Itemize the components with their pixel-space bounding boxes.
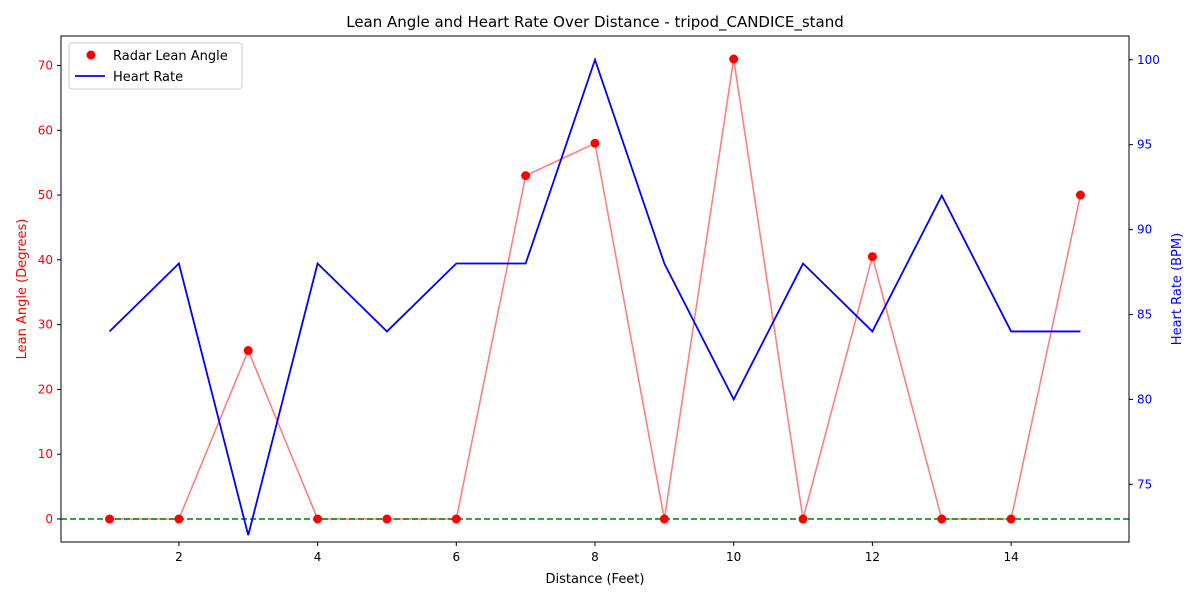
y-right-tick-label: 95 — [1137, 138, 1152, 152]
legend-marker-lean-angle — [86, 50, 96, 60]
lean-angle-point — [1006, 514, 1016, 524]
y-right-tick-label: 85 — [1137, 307, 1152, 321]
lean-angle-point — [382, 514, 392, 524]
y-left-tick-label: 10 — [38, 447, 53, 461]
x-axis-label: Distance (Feet) — [546, 572, 645, 587]
axes: 2 4 6 8 10 12 14 0 10 20 30 40 50 60 70 75 80 85 90 95 100 — [38, 35, 1160, 564]
y-left-tick-label: 50 — [38, 188, 53, 202]
y-axis-label-left: Lean Angle (Degrees) — [15, 219, 30, 360]
y-right-tick-label: 100 — [1137, 53, 1160, 67]
y-right-tick-label: 90 — [1137, 223, 1152, 237]
x-tick-label: 2 — [175, 550, 183, 564]
y-left-tick-label: 0 — [45, 512, 53, 526]
x-tick-label: 8 — [591, 550, 599, 564]
y-axis-label-right: Heart Rate (BPM) — [1170, 233, 1185, 345]
lean-angle-point — [590, 138, 600, 148]
chart-title: Lean Angle and Heart Rate Over Distance … — [346, 13, 844, 32]
y-left-tick-label: 30 — [38, 318, 53, 332]
legend-box — [68, 42, 243, 90]
x-tick-label: 14 — [1003, 550, 1018, 564]
lean-angle-point — [729, 54, 739, 64]
lean-angle-point — [867, 252, 877, 262]
plot-area — [61, 54, 1129, 536]
x-tick-label: 10 — [726, 550, 741, 564]
lean-angle-point — [798, 514, 808, 524]
y-left-tick-label: 70 — [38, 58, 53, 72]
x-tick-label: 4 — [314, 550, 322, 564]
lean-angle-point — [521, 171, 531, 181]
y-left-tick-label: 40 — [38, 253, 53, 267]
heart-rate-line — [108, 56, 1081, 536]
y-left-tick-label: 20 — [38, 382, 53, 396]
x-tick-label: 12 — [865, 550, 880, 564]
lean-angle-point — [313, 514, 323, 524]
lean-angle-point — [451, 514, 461, 524]
legend-label-lean-angle: Radar Lean Angle — [113, 49, 228, 64]
y-right-tick-label: 80 — [1137, 392, 1152, 406]
lean-angle-point — [659, 514, 669, 524]
legend-label-heart-rate: Heart Rate — [113, 70, 183, 85]
legend: Radar Lean Angle Heart Rate — [68, 42, 243, 90]
lean-angle-point — [174, 514, 184, 524]
lean-angle-point — [243, 346, 253, 356]
x-tick-label: 6 — [452, 550, 460, 564]
y-left-tick-label: 60 — [38, 123, 53, 137]
lean-angle-point — [1075, 190, 1085, 200]
lean-angle-point — [105, 514, 115, 524]
lean-angle-point — [937, 514, 947, 524]
y-right-tick-label: 75 — [1137, 477, 1152, 491]
